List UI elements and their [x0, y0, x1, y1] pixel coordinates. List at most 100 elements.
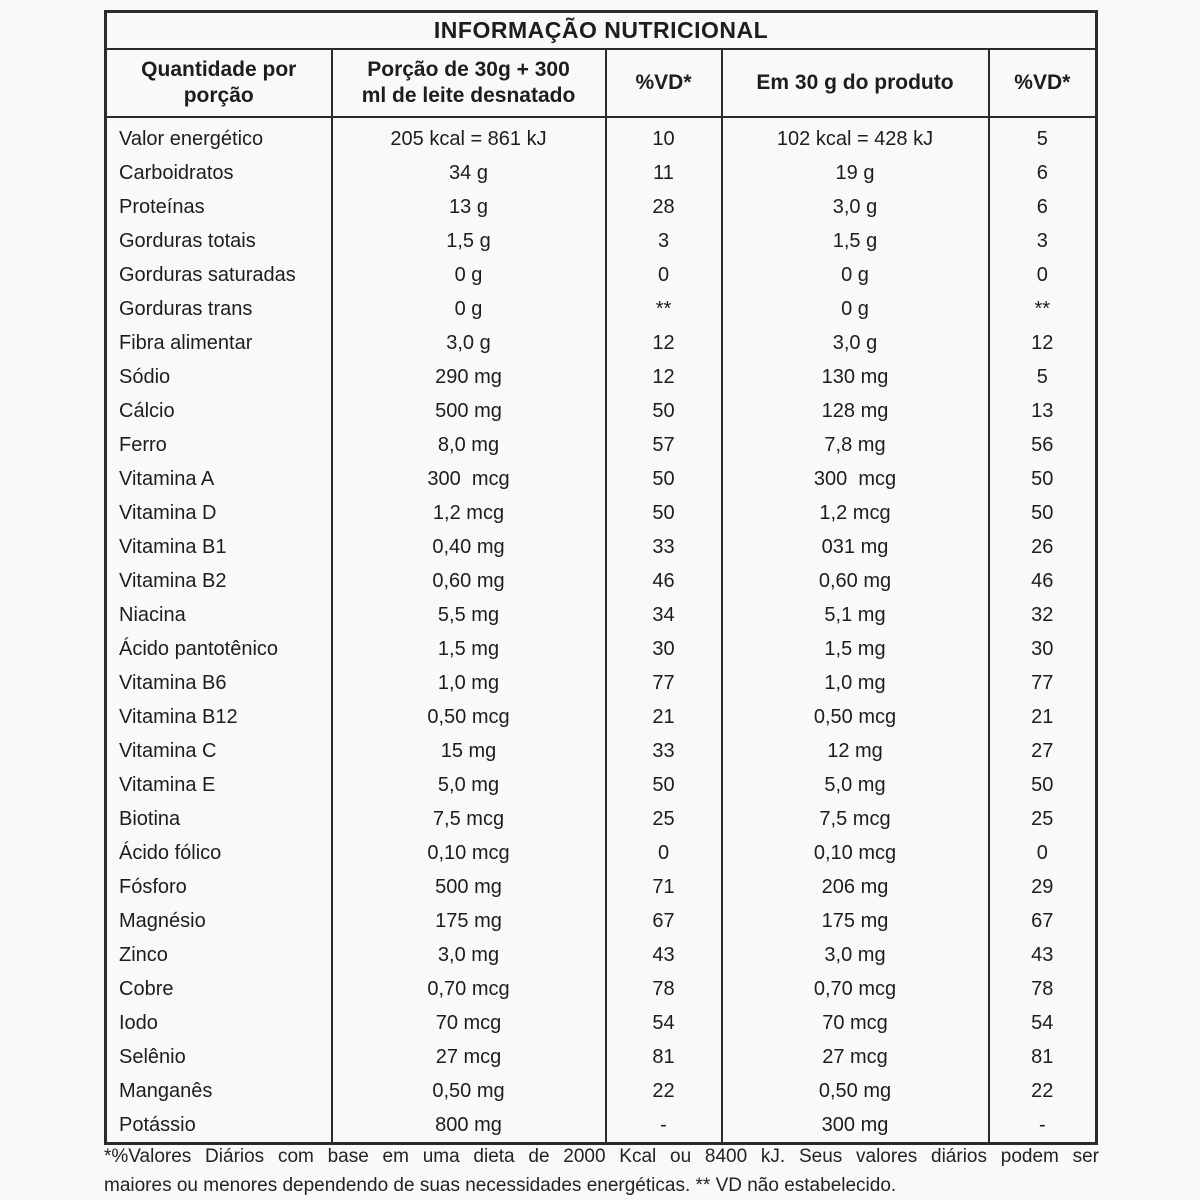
vd-product-cell: 78	[987, 972, 1098, 1006]
vd-product-cell: 6	[987, 156, 1098, 190]
table-row: Magnésio 175 mg 67 175 mg 67	[104, 904, 1098, 938]
vd-product-cell: 22	[987, 1074, 1098, 1108]
vd-product-cell: 27	[987, 734, 1098, 768]
vd-product-cell: 50	[987, 462, 1098, 496]
vd-product-cell: 12	[987, 326, 1098, 360]
nutrient-name-cell: Magnésio	[104, 904, 333, 938]
product-30g-value-cell: 130 mg	[720, 360, 990, 394]
vd-product-cell: 67	[987, 904, 1098, 938]
product-30g-value-cell: 3,0 g	[720, 326, 990, 360]
table-body: Valor energético 205 kcal = 861 kJ 10 10…	[104, 117, 1098, 1144]
nutrient-name-cell: Zinco	[104, 938, 333, 972]
vd-product-cell: 21	[987, 700, 1098, 734]
nutrient-name-cell: Niacina	[104, 598, 333, 632]
vd-with-milk-cell: -	[604, 1108, 723, 1144]
nutrient-name-cell: Gorduras saturadas	[104, 258, 333, 292]
vd-product-cell: 0	[987, 836, 1098, 870]
footnote: *%Valores Diários com base em uma dieta …	[104, 1143, 1099, 1200]
portion-with-milk-value-cell: 500 mg	[330, 870, 607, 904]
column-header-porcao-com-leite: Porção de 30g + 300 ml de leite desnatad…	[330, 48, 607, 118]
column-header-row: Quantidade por porção Porção de 30g + 30…	[104, 48, 1098, 118]
product-30g-value-cell: 300 mcg	[720, 462, 990, 496]
vd-with-milk-cell: 50	[604, 394, 723, 428]
product-30g-value-cell: 0 g	[720, 292, 990, 326]
vd-product-cell: 13	[987, 394, 1098, 428]
vd-product-cell: 3	[987, 224, 1098, 258]
portion-with-milk-value-cell: 175 mg	[330, 904, 607, 938]
product-30g-value-cell: 12 mg	[720, 734, 990, 768]
vd-product-cell: 50	[987, 768, 1098, 802]
vd-with-milk-cell: 11	[604, 156, 723, 190]
vd-product-cell: 26	[987, 530, 1098, 564]
product-30g-value-cell: 0,50 mg	[720, 1074, 990, 1108]
nutrient-name-cell: Vitamina A	[104, 462, 333, 496]
vd-with-milk-cell: 25	[604, 802, 723, 836]
vd-with-milk-cell: 50	[604, 768, 723, 802]
vd-product-cell: 50	[987, 496, 1098, 530]
nutrient-name-cell: Vitamina B2	[104, 564, 333, 598]
vd-product-cell: -	[987, 1108, 1098, 1144]
vd-with-milk-cell: 81	[604, 1040, 723, 1074]
nutrient-name-cell: Vitamina D	[104, 496, 333, 530]
vd-with-milk-cell: 3	[604, 224, 723, 258]
portion-with-milk-value-cell: 300 mcg	[330, 462, 607, 496]
product-30g-value-cell: 0,60 mg	[720, 564, 990, 598]
portion-with-milk-value-cell: 0 g	[330, 258, 607, 292]
portion-with-milk-value-cell: 15 mg	[330, 734, 607, 768]
product-30g-value-cell: 7,8 mg	[720, 428, 990, 462]
table-row: Potássio 800 mg - 300 mg -	[104, 1108, 1098, 1144]
product-30g-value-cell: 3,0 g	[720, 190, 990, 224]
table-row: Niacina 5,5 mg 34 5,1 mg 32	[104, 598, 1098, 632]
vd-with-milk-cell: **	[604, 292, 723, 326]
portion-with-milk-value-cell: 0,50 mg	[330, 1074, 607, 1108]
table-row: Vitamina B1 0,40 mg 33 031 mg 26	[104, 530, 1098, 564]
vd-with-milk-cell: 28	[604, 190, 723, 224]
portion-with-milk-value-cell: 8,0 mg	[330, 428, 607, 462]
product-30g-value-cell: 175 mg	[720, 904, 990, 938]
table-row: Sódio 290 mg 12 130 mg 5	[104, 360, 1098, 394]
nutrient-name-cell: Ferro	[104, 428, 333, 462]
product-30g-value-cell: 0,10 mcg	[720, 836, 990, 870]
portion-with-milk-value-cell: 500 mg	[330, 394, 607, 428]
table-row: Vitamina D 1,2 mcg 50 1,2 mcg 50	[104, 496, 1098, 530]
footnote-line-1: *%Valores Diários com base em uma dieta …	[104, 1146, 1099, 1167]
portion-with-milk-value-cell: 0,10 mcg	[330, 836, 607, 870]
table-row: Ácido pantotênico 1,5 mg 30 1,5 mg 30	[104, 632, 1098, 666]
nutrient-name-cell: Vitamina E	[104, 768, 333, 802]
table-row: Vitamina C 15 mg 33 12 mg 27	[104, 734, 1098, 768]
portion-with-milk-value-cell: 290 mg	[330, 360, 607, 394]
vd-product-cell: 6	[987, 190, 1098, 224]
portion-with-milk-value-cell: 0,60 mg	[330, 564, 607, 598]
vd-product-cell: 0	[987, 258, 1098, 292]
portion-with-milk-value-cell: 1,2 mcg	[330, 496, 607, 530]
portion-with-milk-value-cell: 0,40 mg	[330, 530, 607, 564]
column-header-quantidade-por-porcao: Quantidade por porção	[104, 48, 333, 118]
nutrient-name-cell: Valor energético	[104, 117, 333, 156]
nutrient-name-cell: Vitamina B6	[104, 666, 333, 700]
vd-product-cell: **	[987, 292, 1098, 326]
vd-with-milk-cell: 46	[604, 564, 723, 598]
table-row: Vitamina A 300 mcg 50 300 mcg 50	[104, 462, 1098, 496]
portion-with-milk-value-cell: 0,50 mcg	[330, 700, 607, 734]
nutrient-name-cell: Cobre	[104, 972, 333, 1006]
product-30g-value-cell: 206 mg	[720, 870, 990, 904]
vd-with-milk-cell: 78	[604, 972, 723, 1006]
vd-product-cell: 30	[987, 632, 1098, 666]
nutrient-name-cell: Iodo	[104, 1006, 333, 1040]
column-header-em-30g-produto: Em 30 g do produto	[720, 48, 990, 118]
column-header-vd-produto: %VD*	[987, 48, 1098, 118]
vd-product-cell: 54	[987, 1006, 1098, 1040]
table-row: Valor energético 205 kcal = 861 kJ 10 10…	[104, 117, 1098, 156]
vd-product-cell: 32	[987, 598, 1098, 632]
product-30g-value-cell: 3,0 mg	[720, 938, 990, 972]
product-30g-value-cell: 27 mcg	[720, 1040, 990, 1074]
portion-with-milk-value-cell: 13 g	[330, 190, 607, 224]
table-row: Fósforo 500 mg 71 206 mg 29	[104, 870, 1098, 904]
vd-with-milk-cell: 34	[604, 598, 723, 632]
nutrient-name-cell: Gorduras totais	[104, 224, 333, 258]
vd-with-milk-cell: 30	[604, 632, 723, 666]
table-row: Zinco 3,0 mg 43 3,0 mg 43	[104, 938, 1098, 972]
portion-with-milk-value-cell: 3,0 mg	[330, 938, 607, 972]
table-row: Proteínas 13 g 28 3,0 g 6	[104, 190, 1098, 224]
portion-with-milk-value-cell: 7,5 mcg	[330, 802, 607, 836]
